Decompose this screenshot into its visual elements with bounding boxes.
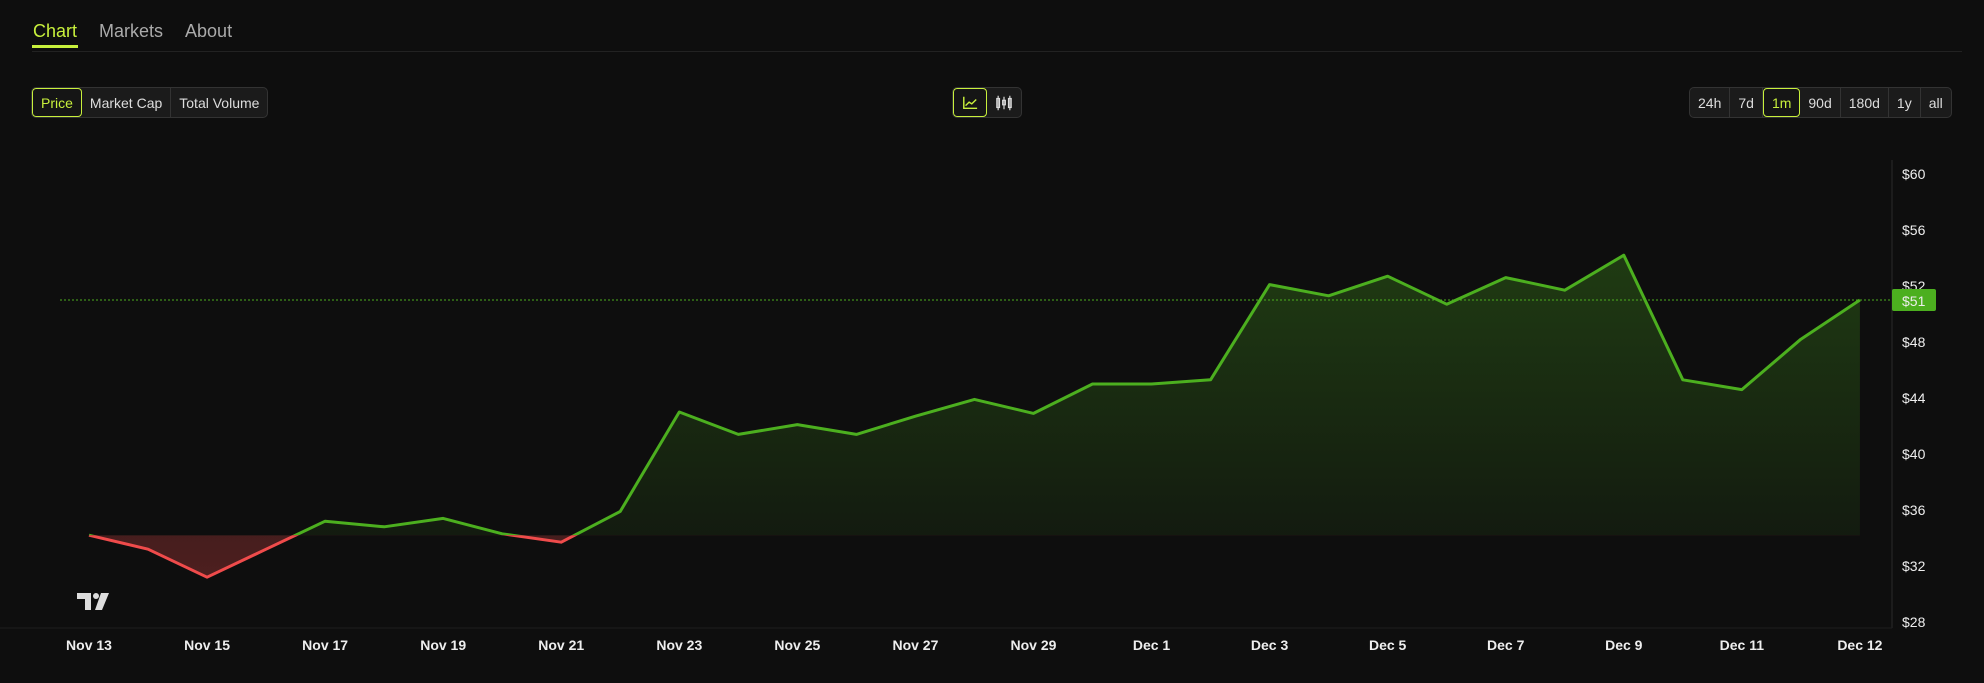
tab-markets[interactable]: Markets bbox=[99, 21, 164, 41]
y-tick-label: $56 bbox=[1902, 222, 1926, 238]
y-tick-label: $44 bbox=[1902, 390, 1926, 406]
x-tick-label: Nov 15 bbox=[184, 637, 230, 653]
area-fill-below-baseline bbox=[89, 535, 575, 578]
y-tick-label: $40 bbox=[1902, 446, 1926, 462]
range-1y-button[interactable]: 1y bbox=[1889, 88, 1921, 117]
tab-about[interactable]: About bbox=[185, 21, 233, 41]
y-tick-label: $36 bbox=[1902, 502, 1926, 518]
total-volume-button[interactable]: Total Volume bbox=[179, 94, 260, 111]
chart-type-selector bbox=[952, 87, 1022, 118]
x-tick-label: Dec 12 bbox=[1837, 637, 1882, 653]
current-price-label: $51 bbox=[1902, 293, 1926, 309]
range-1m-button[interactable]: 1m bbox=[1762, 88, 1801, 117]
x-tick-label: Nov 29 bbox=[1011, 637, 1057, 653]
area-fill-above-baseline bbox=[89, 255, 1860, 536]
x-tick-label: Dec 11 bbox=[1720, 637, 1765, 653]
x-tick-label: Nov 23 bbox=[656, 637, 702, 653]
range-90d-button[interactable]: 90d bbox=[1800, 88, 1841, 117]
range-7d-button[interactable]: 7d bbox=[1730, 88, 1763, 117]
y-tick-label: $32 bbox=[1902, 558, 1926, 574]
metric-selector: Price Market Cap Total Volume bbox=[31, 87, 269, 118]
price-line-up bbox=[89, 253, 1861, 536]
x-tick-label: Dec 5 bbox=[1369, 637, 1407, 653]
x-tick-label: Nov 17 bbox=[302, 637, 348, 653]
range-24h-button[interactable]: 24h bbox=[1690, 88, 1731, 117]
range-selector: 24h 7d 1m 90d 180d 1y all bbox=[1689, 87, 1952, 118]
tab-chart[interactable]: Chart bbox=[32, 18, 79, 48]
y-tick-label: $28 bbox=[1902, 614, 1926, 630]
market-cap-button[interactable]: Market Cap bbox=[82, 88, 172, 117]
y-tick-label: $48 bbox=[1902, 334, 1926, 350]
tab-bar: Chart Markets About bbox=[32, 18, 1962, 52]
range-all-button[interactable]: all bbox=[1928, 94, 1943, 111]
candlestick-button[interactable] bbox=[987, 88, 1021, 117]
x-tick-label: Nov 21 bbox=[538, 637, 584, 653]
x-tick-label: Dec 1 bbox=[1133, 637, 1171, 653]
y-tick-label: $60 bbox=[1902, 166, 1926, 182]
x-tick-label: Dec 9 bbox=[1605, 637, 1643, 653]
x-tick-label: Nov 25 bbox=[774, 637, 820, 653]
x-tick-label: Nov 19 bbox=[420, 637, 466, 653]
tradingview-logo bbox=[77, 593, 109, 610]
price-button[interactable]: Price bbox=[32, 88, 82, 117]
current-price-badge bbox=[1892, 289, 1936, 311]
x-tick-label: Dec 7 bbox=[1487, 637, 1525, 653]
line-chart-icon bbox=[963, 96, 978, 109]
x-tick-label: Nov 13 bbox=[66, 637, 112, 653]
x-tick-label: Dec 3 bbox=[1251, 637, 1289, 653]
candlestick-icon bbox=[996, 95, 1012, 110]
x-tick-label: Nov 27 bbox=[892, 637, 938, 653]
range-180d-button[interactable]: 180d bbox=[1841, 88, 1889, 117]
line-chart-button[interactable] bbox=[953, 88, 987, 117]
